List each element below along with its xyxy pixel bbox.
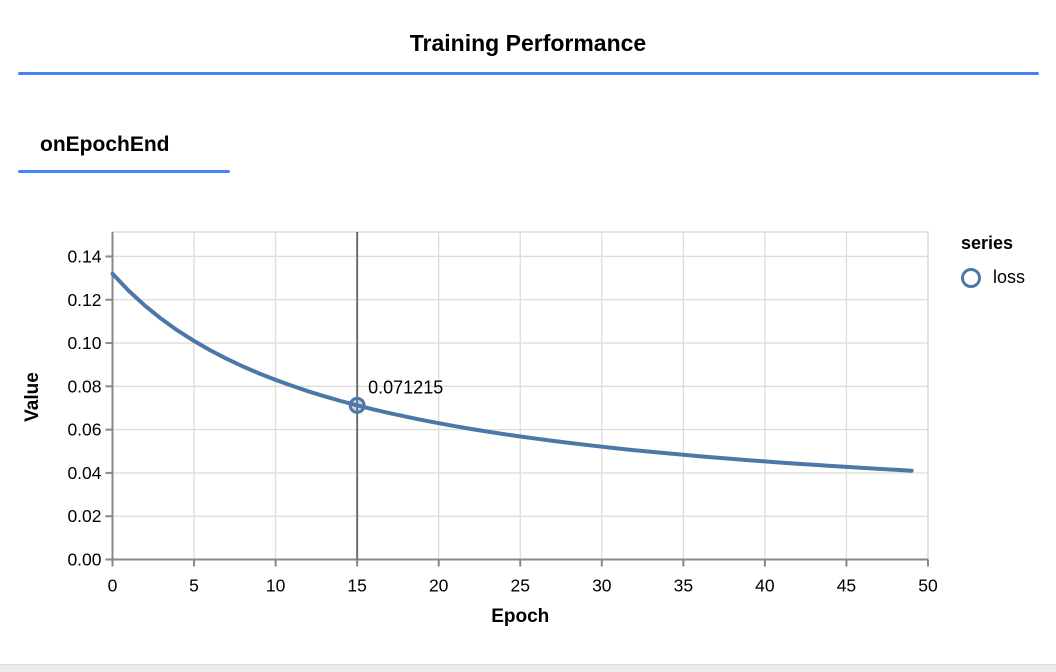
title-divider <box>18 72 1039 75</box>
highlight-value-label: 0.071215 <box>368 377 443 397</box>
x-tick-label: 25 <box>511 576 530 596</box>
x-tick-label: 20 <box>429 576 449 596</box>
legend-item-loss[interactable]: loss <box>961 267 1025 288</box>
y-tick-label: 0.08 <box>67 376 101 396</box>
x-tick-label: 35 <box>674 576 693 596</box>
x-axis-title: Epoch <box>491 606 549 627</box>
x-tick-label: 0 <box>108 576 118 596</box>
x-tick-label: 10 <box>266 576 286 596</box>
legend-item-label: loss <box>993 267 1026 287</box>
circle-outline-icon <box>961 267 981 288</box>
y-axis-title: Value <box>22 372 43 422</box>
x-tick-label: 45 <box>837 576 856 596</box>
x-tick-label: 30 <box>592 576 612 596</box>
y-tick-label: 0.04 <box>67 463 101 483</box>
legend-title: series <box>961 233 1014 253</box>
y-tick-label: 0.14 <box>67 246 101 266</box>
highlighted-point-marker[interactable] <box>348 396 366 414</box>
page-title: Training Performance <box>409 30 647 56</box>
y-tick-label: 0.00 <box>67 550 101 570</box>
section-title: onEpochEnd <box>40 133 170 156</box>
loss-series-line <box>110 271 914 473</box>
x-tick-label: 50 <box>918 576 938 596</box>
x-tick-label: 15 <box>347 576 366 596</box>
y-tick-label: 0.10 <box>67 333 101 353</box>
y-tick-label: 0.02 <box>67 506 101 526</box>
y-tick-label: 0.06 <box>67 420 101 440</box>
y-tick-label: 0.12 <box>67 290 101 310</box>
x-tick-label: 5 <box>189 576 199 596</box>
x-tick-label: 40 <box>755 576 775 596</box>
chart-legend: series loss <box>961 233 1025 288</box>
section-divider <box>18 170 230 173</box>
bottom-panel-edge <box>0 664 1056 672</box>
